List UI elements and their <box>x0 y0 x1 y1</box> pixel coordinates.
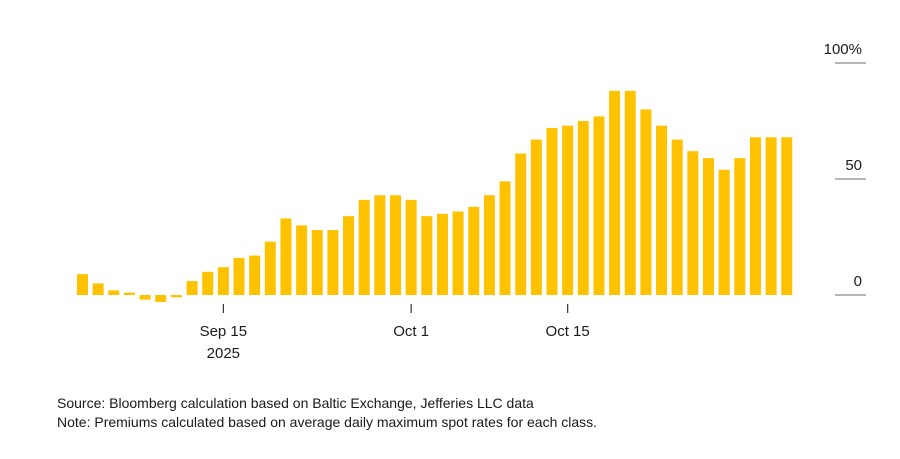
bar <box>671 139 683 295</box>
bar <box>562 125 574 295</box>
source-note: Source: Bloomberg calculation based on B… <box>57 395 534 411</box>
bar <box>546 127 558 296</box>
bar <box>593 116 605 295</box>
x-axis: Sep 15 2025 Oct 1 Oct 15 <box>200 304 590 362</box>
bar <box>483 195 495 295</box>
bar <box>765 137 777 295</box>
bar <box>123 292 135 295</box>
bar <box>703 158 714 295</box>
y-axis: 100% 50 0 <box>824 41 866 296</box>
bar <box>217 267 229 295</box>
bar <box>264 241 276 295</box>
bar <box>233 257 245 295</box>
x-tick-label: Oct 1 <box>393 323 429 340</box>
bar <box>139 295 151 300</box>
bar <box>202 271 214 295</box>
bar <box>249 255 261 295</box>
x-tick-label: Sep 15 <box>200 323 248 340</box>
bar <box>656 125 668 295</box>
bar <box>749 137 761 295</box>
x-tick-sublabel: 2025 <box>207 345 240 362</box>
bar <box>781 137 793 295</box>
bar <box>77 274 88 295</box>
y-tick-label: 50 <box>845 157 862 174</box>
bar <box>530 139 542 295</box>
bar <box>296 225 308 295</box>
bar <box>609 90 621 295</box>
bar <box>640 109 652 296</box>
bar <box>390 195 401 295</box>
bar <box>687 151 699 295</box>
bar <box>170 295 182 298</box>
bars <box>77 90 793 302</box>
bar <box>718 169 730 295</box>
bar <box>421 216 433 295</box>
bar <box>452 211 464 295</box>
bar <box>186 281 198 295</box>
bar <box>515 153 527 295</box>
x-tick-label: Oct 15 <box>546 323 590 340</box>
y-tick-label: 0 <box>854 273 862 290</box>
bar <box>734 158 746 295</box>
bar-chart: 100% 50 0 Sep 15 2025 Oct 1 Oct 15 <box>77 41 866 362</box>
bar <box>108 290 120 295</box>
bar <box>405 199 417 295</box>
bar <box>577 121 589 295</box>
bar <box>358 199 370 295</box>
chart-notes: Source: Bloomberg calculation based on B… <box>57 394 597 432</box>
bar <box>311 230 323 295</box>
bar <box>468 206 480 295</box>
bar <box>499 181 511 295</box>
bar <box>280 218 292 295</box>
bar <box>92 283 104 295</box>
bar <box>436 213 448 295</box>
bar <box>624 90 636 295</box>
bar <box>374 195 386 295</box>
premium-note: Note: Premiums calculated based on avera… <box>57 414 598 430</box>
bar <box>327 230 339 295</box>
bar <box>155 295 167 302</box>
y-tick-label: 100% <box>824 41 862 58</box>
bar <box>343 216 355 295</box>
